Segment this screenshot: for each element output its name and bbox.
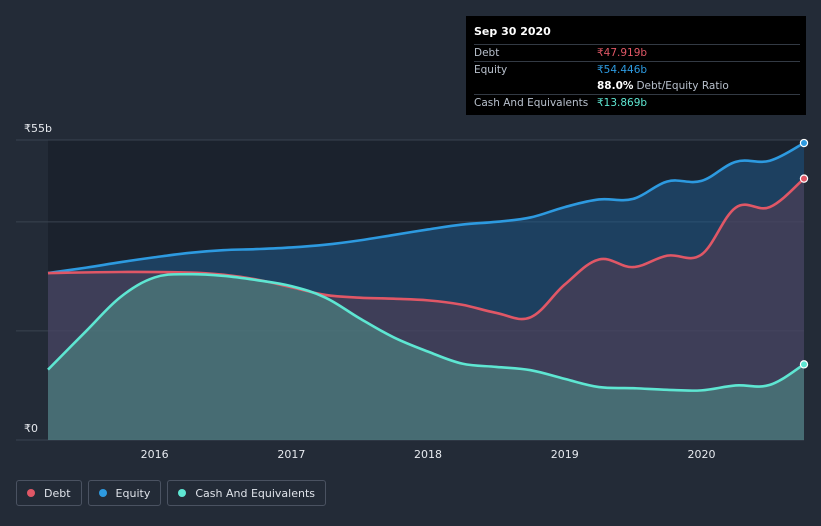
end-markers bbox=[799, 138, 809, 369]
x-tick-label-0: 2016 bbox=[141, 448, 169, 461]
tooltip-row-cash: Cash And Equivalents ₹13.869b bbox=[474, 94, 800, 111]
y-tick-label-1: ₹0 bbox=[24, 422, 38, 435]
legend-item-debt[interactable]: Debt bbox=[16, 480, 82, 506]
legend-dot-debt-icon bbox=[27, 489, 35, 497]
marker-equity[interactable] bbox=[799, 138, 809, 148]
legend-item-equity[interactable]: Equity bbox=[87, 480, 162, 506]
tooltip-cash-value: ₹13.869b bbox=[597, 97, 648, 109]
tooltip-row-equity: Equity ₹54.446b bbox=[474, 61, 800, 78]
tooltip: Sep 30 2020 Debt ₹47.919b Equity ₹54.446… bbox=[466, 16, 806, 115]
marker-debt[interactable] bbox=[799, 174, 809, 183]
line-cash bbox=[47, 272, 805, 392]
legend-item-cash[interactable]: Cash And Equivalents bbox=[167, 480, 326, 506]
x-axis-labels: 2016 2017 2018 2019 2020 bbox=[141, 448, 716, 461]
legend-label-equity: Equity bbox=[115, 486, 151, 500]
series-areas bbox=[48, 143, 804, 440]
legend: Debt Equity Cash And Equivalents bbox=[16, 480, 326, 506]
tooltip-row-debt: Debt ₹47.919b bbox=[474, 44, 800, 61]
x-tick-label-2: 2018 bbox=[414, 448, 442, 461]
legend-label-debt: Debt bbox=[44, 486, 71, 500]
legend-dot-cash-icon bbox=[178, 489, 187, 497]
tooltip-equity-label: Equity bbox=[474, 64, 508, 76]
tooltip-date: Sep 30 2020 bbox=[474, 25, 551, 38]
marker-cash[interactable] bbox=[799, 360, 809, 369]
tooltip-row-ratio: 88.0% Debt/Equity Ratio bbox=[474, 78, 800, 94]
tooltip-ratio-value: 88.0% bbox=[597, 80, 634, 92]
y-tick-label-0: ₹55b bbox=[24, 122, 52, 135]
tooltip-cash-label: Cash And Equivalents bbox=[474, 97, 589, 109]
tooltip-ratio-label: Debt/Equity Ratio bbox=[636, 80, 729, 92]
y-axis-labels: ₹55b ₹0 bbox=[24, 122, 52, 435]
series-lines bbox=[47, 141, 805, 392]
area-cash bbox=[48, 274, 804, 440]
tooltip-debt-label: Debt bbox=[474, 47, 500, 59]
legend-dot-equity-icon bbox=[98, 489, 107, 497]
x-tick-label-3: 2019 bbox=[551, 448, 579, 461]
x-tick-label-4: 2020 bbox=[687, 448, 715, 461]
legend-label-cash: Cash And Equivalents bbox=[195, 486, 315, 500]
tooltip-equity-value: ₹54.446b bbox=[597, 64, 648, 76]
tooltip-debt-value: ₹47.919b bbox=[597, 47, 648, 59]
x-tick-label-1: 2017 bbox=[277, 448, 305, 461]
line-equity bbox=[47, 141, 805, 275]
